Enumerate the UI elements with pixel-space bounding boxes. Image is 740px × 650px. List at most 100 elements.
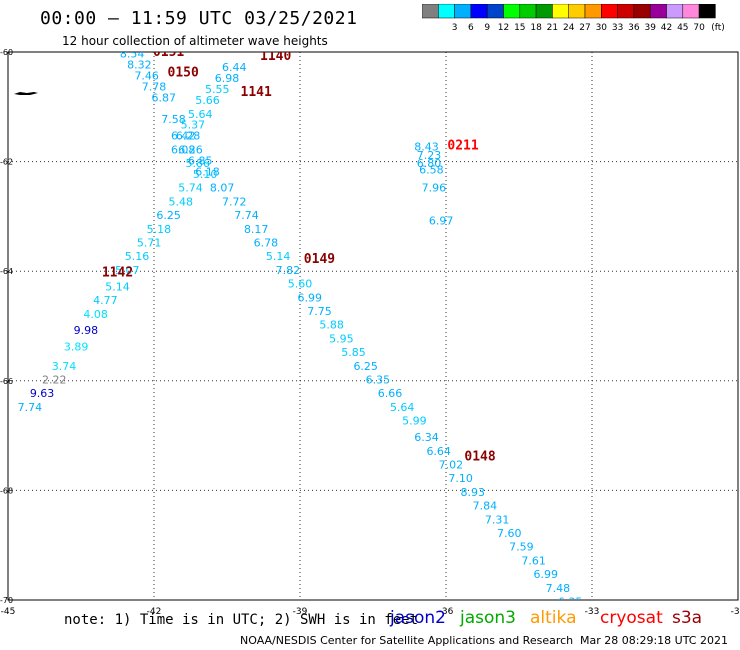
wave-height-label: 7.59 — [509, 541, 534, 554]
wave-height-label: 6.25 — [156, 209, 181, 222]
wave-height-label: 6.99 — [534, 568, 559, 581]
longitude-tick-label: -30 — [731, 607, 740, 617]
wave-height-label: 5.16 — [125, 250, 150, 263]
latitude-tick-label: -68 — [0, 486, 13, 495]
wave-height-label: 5.85 — [341, 346, 366, 359]
wave-height-label: 3.74 — [52, 360, 77, 373]
wave-height-label: 6.34 — [414, 431, 439, 444]
longitude-tick-label: -39 — [293, 607, 308, 617]
wave-height-label: 8.43 — [414, 141, 439, 154]
color-scale-tick: 36 — [628, 23, 640, 33]
wave-height-label: 6.35 — [558, 595, 583, 608]
wave-height-label: 5.74 — [178, 182, 203, 195]
color-scale-tick: 24 — [563, 23, 575, 33]
wave-height-label: 7.84 — [473, 500, 498, 513]
latitude-tick-label: -70 — [0, 596, 13, 605]
satellite-cryosat-label: cryosat — [600, 608, 663, 628]
wave-height-label: 5.18 — [147, 223, 172, 236]
color-scale-tick: 70 — [693, 23, 705, 33]
wave-height-label: 7.02 — [439, 458, 464, 471]
wave-height-label: 6.87 — [151, 91, 176, 104]
wave-height-label: 7.31 — [485, 513, 510, 526]
wave-height-label: 6.35 — [366, 374, 391, 387]
wave-height-label: 6.64 — [426, 445, 451, 458]
wave-height-label: 8.07 — [210, 182, 235, 195]
color-scale-tick: 18 — [530, 23, 542, 33]
color-scale-tick: 45 — [677, 23, 688, 33]
latitude-tick-label: -66 — [0, 377, 13, 386]
wave-height-label: 6.42 — [171, 130, 196, 143]
longitude-tick-label: -33 — [585, 607, 600, 617]
wave-height-label: 5.10 — [193, 168, 218, 181]
wave-height-label: 2.22 — [42, 374, 67, 387]
wave-height-label: 6.44 — [222, 61, 247, 74]
map-frame — [7, 51, 739, 601]
wave-height-label: 5.14 — [105, 280, 130, 293]
wave-height-label: 5.60 — [288, 278, 313, 291]
wave-height-label: 7.60 — [497, 527, 522, 540]
color-scale-tick: 30 — [596, 23, 608, 33]
color-scale-tick: 6 — [468, 23, 474, 33]
wave-height-label: 8.93 — [461, 486, 486, 499]
wave-height-label: 3.89 — [64, 341, 89, 354]
wave-height-label: 5.64 — [188, 108, 213, 121]
wave-height-label: 8.54 — [120, 47, 145, 60]
longitude-tick-label: -45 — [1, 607, 16, 617]
track-time-label: 1141 — [241, 85, 272, 100]
track-time-label: 0150 — [168, 66, 199, 81]
satellite-jason2-label: jason2 — [390, 608, 446, 628]
latitude-tick-label: -60 — [0, 48, 13, 57]
wave-height-label: 7.75 — [307, 305, 332, 318]
map-subtitle: 12 hour collection of altimeter wave hei… — [62, 34, 328, 48]
wave-height-label: 8.32 — [127, 58, 152, 71]
wave-height-label: 5.07 — [115, 264, 140, 277]
wave-height-label: 5.48 — [169, 195, 194, 208]
wave-height-label: 5.71 — [137, 237, 162, 250]
color-scale-legend: 3 6 9 12 15 18 21 24 27 30 33 36 39 42 45 70 (ft) — [422, 4, 725, 33]
wave-height-label: 6.99 — [297, 291, 322, 304]
wave-height-label: 5.88 — [319, 319, 344, 332]
wave-height-label: 5.95 — [329, 332, 354, 345]
wave-height-label: 4.77 — [93, 294, 118, 307]
longitude-tick-label: -42 — [147, 607, 162, 617]
wave-height-label: 5.37 — [181, 119, 206, 132]
satellite-altika-label: altika — [530, 608, 577, 628]
wave-height-label: 7.61 — [521, 554, 546, 567]
wave-height-label: 7.78 — [142, 80, 167, 93]
color-swatch — [698, 4, 716, 19]
wave-height-label: 6.28 — [176, 130, 201, 143]
wave-height-label: 5.14 — [266, 250, 291, 263]
wave-height-label: 8.17 — [244, 223, 269, 236]
footnote: note: 1) Time is in UTC; 2) SWH is in fe… — [64, 612, 419, 628]
wave-height-label: 6.58 — [419, 164, 444, 177]
color-scale-tick: 15 — [514, 23, 525, 33]
wave-height-label: 6.25 — [353, 360, 378, 373]
wave-height-label: 6.98 — [215, 72, 240, 85]
wave-height-label: 9.63 — [30, 387, 55, 400]
track-time-label: 1140 — [260, 49, 291, 64]
color-scale-tick: 3 — [452, 23, 458, 33]
generation-timestamp: Mar 28 08:29:18 UTC 2021 — [580, 634, 728, 647]
wave-height-label: 6.78 — [254, 237, 279, 250]
wave-height-label: 7.58 — [161, 113, 186, 126]
color-scale-tick: 27 — [579, 23, 590, 33]
wave-height-label: 7.96 — [422, 182, 447, 195]
latitude-tick-label: -62 — [0, 158, 13, 167]
wave-height-label: 5.55 — [205, 83, 230, 96]
longitude-tick-label: -36 — [439, 607, 454, 617]
color-scale-tick: 9 — [484, 23, 490, 33]
wave-height-label: 7.10 — [448, 472, 473, 485]
color-scale-tick: 33 — [612, 23, 623, 33]
track-time-label: 0211 — [447, 139, 478, 154]
track-time-label: 1142 — [102, 266, 133, 281]
wave-height-label: 6.08 — [171, 143, 196, 156]
wave-height-label: 7.48 — [546, 582, 571, 595]
color-scale-tick: 12 — [498, 23, 509, 33]
wave-height-label: 5.64 — [390, 401, 415, 414]
wave-height-label: 7.82 — [276, 264, 301, 277]
wave-height-label: 7.23 — [417, 149, 442, 162]
credit-line: NOAA/NESDIS Center for Satellite Applica… — [240, 634, 574, 647]
wave-height-label: 6.80 — [417, 157, 442, 170]
wave-height-label: 7.74 — [234, 209, 259, 222]
